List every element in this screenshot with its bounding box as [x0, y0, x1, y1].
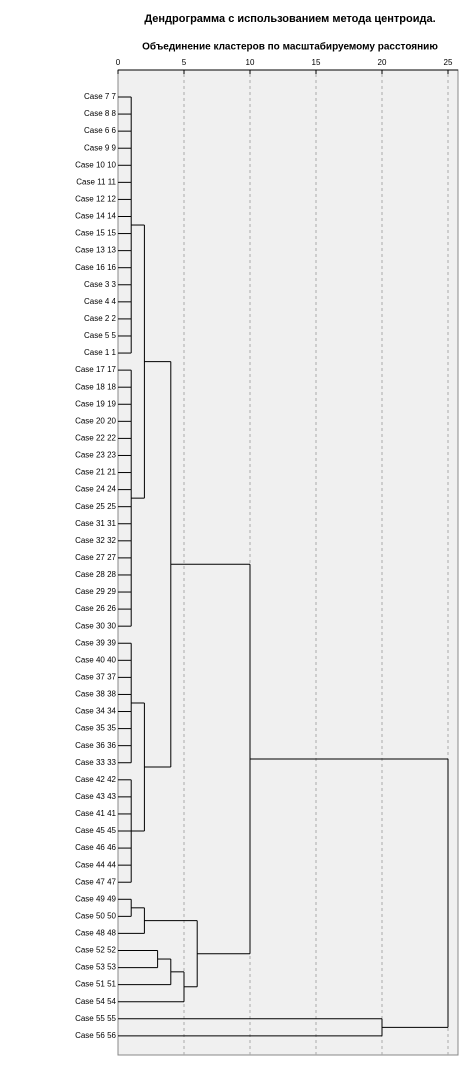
- leaf-label: Case 54 54: [75, 997, 116, 1006]
- leaf-label: Case 23 23: [75, 451, 116, 460]
- leaf-label: Case 27 27: [75, 553, 116, 562]
- leaf-label: Case 4 4: [84, 297, 117, 306]
- leaf-label: Case 48 48: [75, 929, 116, 938]
- leaf-label: Case 41 41: [75, 809, 116, 818]
- leaf-label: Case 8 8: [84, 109, 117, 118]
- leaf-label: Case 9 9: [84, 143, 117, 152]
- leaf-label: Case 32 32: [75, 536, 116, 545]
- leaf-label: Case 2 2: [84, 314, 117, 323]
- x-tick-label: 5: [182, 58, 187, 67]
- leaf-label: Case 22 22: [75, 434, 116, 443]
- leaf-label: Case 55 55: [75, 1014, 116, 1023]
- leaf-label: Case 38 38: [75, 690, 116, 699]
- leaf-label: Case 13 13: [75, 246, 116, 255]
- leaf-label: Case 16 16: [75, 263, 116, 272]
- leaf-label: Case 3 3: [84, 280, 117, 289]
- leaf-label: Case 44 44: [75, 860, 116, 869]
- leaf-label: Case 56 56: [75, 1031, 116, 1040]
- leaf-label: Case 31 31: [75, 519, 116, 528]
- x-tick-label: 15: [312, 58, 321, 67]
- leaf-label: Case 11 11: [76, 177, 116, 186]
- leaf-label: Case 26 26: [75, 604, 116, 613]
- leaf-label: Case 37 37: [75, 672, 116, 681]
- leaf-label: Case 5 5: [84, 331, 117, 340]
- plot-area: [117, 69, 459, 1056]
- leaf-label: Case 7 7: [84, 92, 117, 101]
- leaf-label: Case 40 40: [75, 655, 116, 664]
- leaf-label: Case 25 25: [75, 502, 116, 511]
- leaf-label: Case 30 30: [75, 621, 116, 630]
- leaf-label: Case 12 12: [75, 195, 116, 204]
- leaf-label: Case 1 1: [84, 348, 117, 357]
- leaf-label: Case 46 46: [75, 843, 116, 852]
- leaf-label: Case 24 24: [75, 485, 116, 494]
- x-tick-label: 10: [246, 58, 255, 67]
- chart-title: Дендрограмма с использованием метода цен…: [144, 13, 435, 25]
- leaf-label: Case 34 34: [75, 707, 116, 716]
- leaf-label: Case 49 49: [75, 894, 116, 903]
- leaf-label: Case 52 52: [75, 946, 116, 955]
- leaf-label: Case 50 50: [75, 911, 116, 920]
- leaf-label: Case 36 36: [75, 741, 116, 750]
- leaf-label: Case 6 6: [84, 126, 117, 135]
- leaf-label: Case 28 28: [75, 570, 116, 579]
- leaf-label: Case 14 14: [75, 212, 116, 221]
- leaf-label: Case 43 43: [75, 792, 116, 801]
- x-tick-label: 25: [444, 58, 453, 67]
- leaf-label: Case 51 51: [75, 980, 116, 989]
- leaf-label: Case 33 33: [75, 758, 116, 767]
- leaf-label: Case 42 42: [75, 775, 116, 784]
- leaf-label: Case 45 45: [75, 826, 116, 835]
- x-tick-label: 20: [378, 58, 387, 67]
- leaf-label: Case 10 10: [75, 160, 116, 169]
- leaf-label: Case 47 47: [75, 877, 116, 886]
- leaf-label: Case 29 29: [75, 587, 116, 596]
- leaf-label: Case 18 18: [75, 382, 116, 391]
- leaf-label: Case 21 21: [75, 468, 116, 477]
- leaf-label: Case 19 19: [75, 399, 116, 408]
- leaf-label: Case 53 53: [75, 963, 116, 972]
- x-tick-label: 0: [116, 58, 121, 67]
- chart-subtitle: Объединение кластеров по масштабируемому…: [142, 41, 438, 53]
- leaf-label: Case 20 20: [75, 416, 116, 425]
- leaf-label: Case 17 17: [75, 365, 116, 374]
- leaf-label: Case 35 35: [75, 724, 116, 733]
- leaf-label: Case 15 15: [75, 229, 116, 238]
- leaf-label: Case 39 39: [75, 638, 116, 647]
